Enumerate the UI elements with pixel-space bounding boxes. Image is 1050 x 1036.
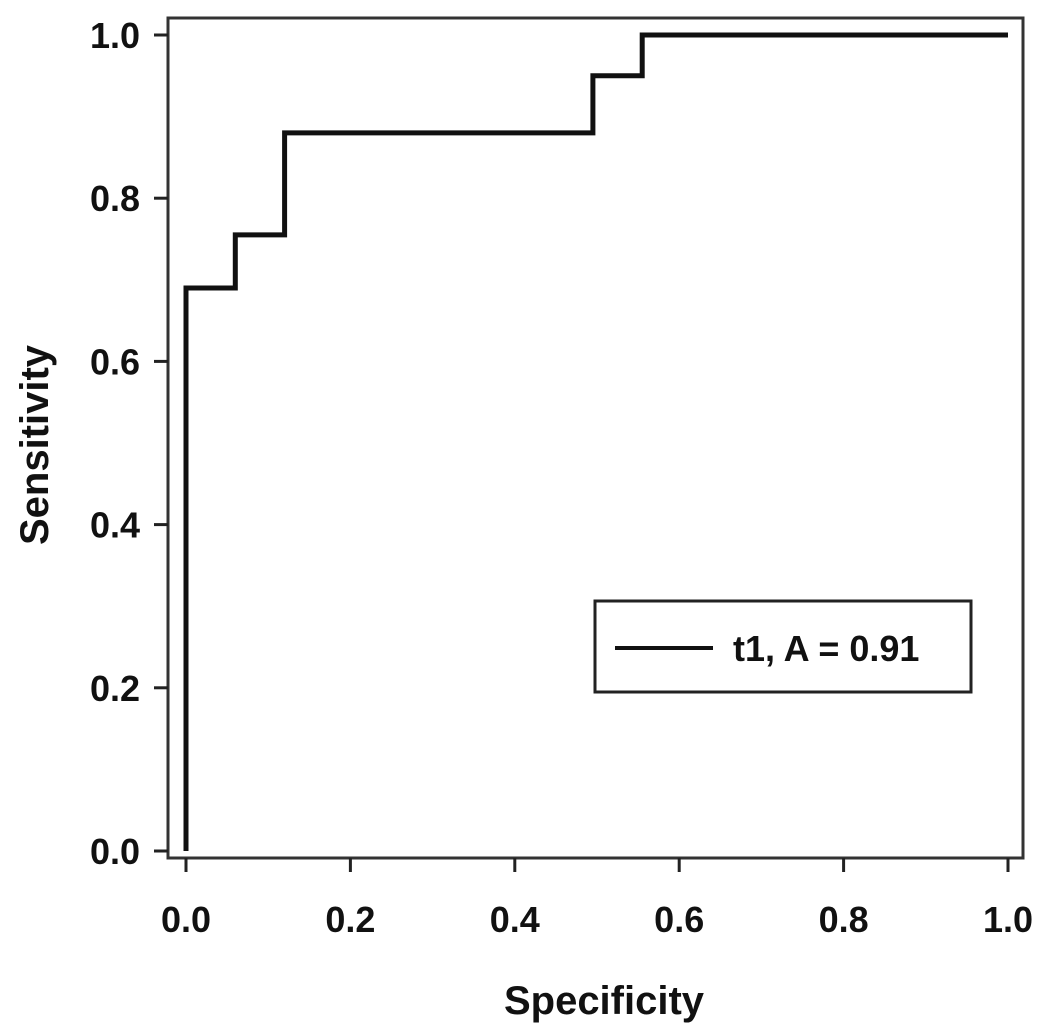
axis-ticks [154,33,1010,872]
x-tick-label: 1.0 [983,899,1033,940]
legend-label: t1, A = 0.91 [733,628,919,669]
x-tick-label: 0.8 [819,899,869,940]
y-axis-label: Sensitivity [13,344,57,545]
x-tick-label: 0.2 [325,899,375,940]
x-tick-label: 0.0 [161,899,211,940]
y-tick-label: 0.0 [90,831,140,872]
legend: t1, A = 0.91 [593,599,973,694]
x-axis-label: Specificity [504,979,705,1023]
x-tick-label: 0.6 [654,899,704,940]
y-tick-label: 0.8 [90,178,140,219]
y-tick-label: 0.2 [90,668,140,709]
y-tick-label: 0.6 [90,341,140,382]
x-tick-label: 0.4 [490,899,540,940]
plot-frame [166,16,1025,860]
y-tick-label: 1.0 [90,15,140,56]
roc-curve-line [183,32,1008,851]
tick-labels: 0.0 0.2 0.4 0.6 0.8 1.0 0.0 0.2 0.4 0.6 0.8 1.0 [90,15,1033,940]
y-tick-label: 0.4 [90,505,140,546]
